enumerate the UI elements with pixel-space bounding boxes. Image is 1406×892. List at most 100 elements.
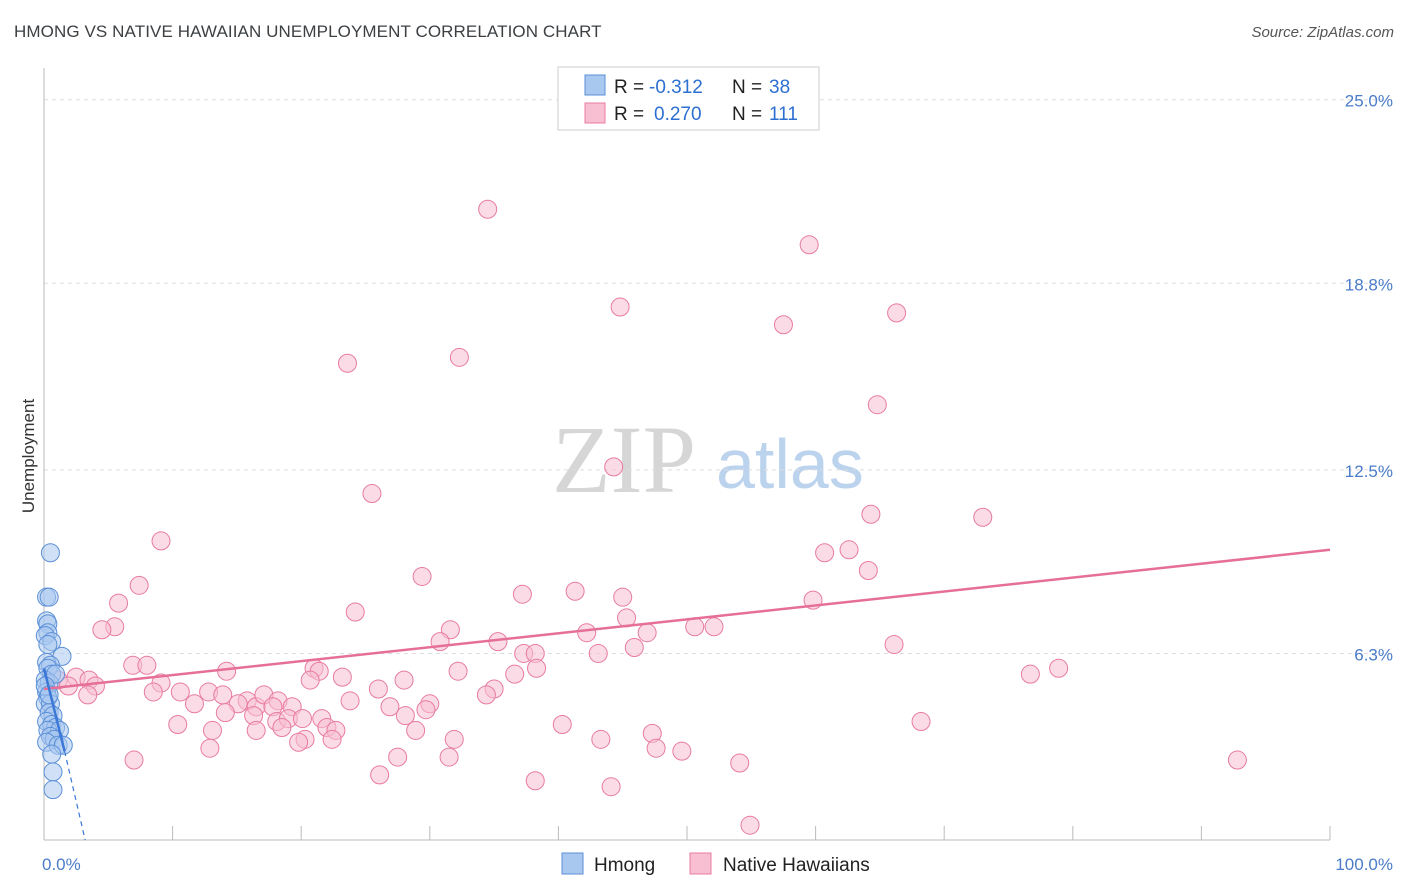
native-hawaiians-point (591, 729, 611, 749)
watermark-zip: ZIP (552, 406, 696, 513)
native-hawaiians-point (416, 700, 436, 720)
native-hawaiians-point (388, 747, 408, 767)
y-tick-label: 6.3% (1354, 645, 1393, 664)
hmong-point (38, 635, 58, 655)
native-n-value: 111 (769, 104, 798, 125)
native-hawaiians-point (184, 694, 204, 714)
native-hawaiians-point (552, 715, 572, 735)
y-tick-label: 18.8% (1345, 275, 1393, 294)
hmong-n-value: 38 (769, 77, 790, 98)
hmong-n-label: N = (732, 77, 762, 98)
hmong-legend-swatch (584, 74, 606, 96)
native-hawaiians-point (78, 685, 98, 705)
native-hawaiians-point (478, 199, 498, 219)
native-hawaiians-point (1049, 658, 1069, 678)
native-hawaiians-point (884, 635, 904, 655)
hmong-r-label: R = (614, 77, 644, 98)
native-hawaiians-point (217, 661, 237, 681)
native-series-swatch (689, 852, 712, 875)
native-hawaiians-point (858, 561, 878, 581)
stats-legend: R = -0.312 N = 38 R = 0.270 N = 111 (557, 66, 820, 131)
native-hawaiians-trend-line (43, 548, 1331, 691)
native-hawaiians-point (272, 717, 292, 737)
native-hawaiians-point (1227, 750, 1247, 770)
native-hawaiians-point (730, 753, 750, 773)
native-hawaiians-point (773, 315, 793, 335)
native-hawaiians-point (512, 584, 532, 604)
native-hawaiians-point (911, 712, 931, 732)
native-hawaiians-point (577, 623, 597, 643)
native-hawaiians-point (861, 504, 881, 524)
native-hawaiians-point (395, 706, 415, 726)
native-hawaiians-point (202, 720, 222, 740)
hmong-series-swatch (561, 852, 584, 875)
x-tick-label-min: 0.0% (42, 855, 81, 874)
native-hawaiians-point (124, 750, 144, 770)
native-hawaiians-point (332, 667, 352, 687)
hmong-point (42, 744, 62, 764)
native-hawaiians-point (439, 747, 459, 767)
native-hawaiians-point (137, 655, 157, 675)
native-hawaiians-point (565, 581, 585, 601)
x-tick-labels: 0.0% 100.0% (42, 855, 1393, 874)
native-hawaiians-point (380, 697, 400, 717)
native-hawaiians-point (151, 531, 171, 551)
y-axis-label: Unemployment (19, 399, 38, 514)
native-hawaiians-point (799, 235, 819, 255)
native-hawaiians-point (525, 771, 545, 791)
native-r-label: R = (614, 104, 644, 125)
series-legend: Hmong Native Hawaiians (561, 852, 870, 876)
native-hawaiians-point (129, 575, 149, 595)
native-hawaiians-point (362, 484, 382, 504)
native-hawaiians-point (92, 620, 112, 640)
native-hawaiians-point (370, 765, 390, 785)
grid-lines (44, 99, 1394, 654)
hmong-series-label: Hmong (594, 855, 655, 876)
native-hawaiians-point (867, 395, 887, 415)
native-hawaiians-point (740, 815, 760, 835)
native-hawaiians-points (48, 199, 1247, 835)
trend-lines (42, 548, 1331, 841)
native-hawaiians-point (444, 729, 464, 749)
native-hawaiians-point (337, 353, 357, 373)
native-hawaiians-point (200, 738, 220, 758)
native-r-value: 0.270 (654, 104, 702, 125)
y-tick-label: 25.0% (1345, 92, 1393, 111)
native-hawaiians-point (637, 623, 657, 643)
native-hawaiians-point (368, 679, 388, 699)
native-hawaiians-point (887, 303, 907, 323)
native-hawaiians-point (168, 715, 188, 735)
native-legend-swatch (584, 102, 606, 124)
native-hawaiians-point (322, 729, 342, 749)
hmong-point (40, 543, 60, 563)
hmong-trend-line (42, 667, 66, 752)
native-hawaiians-point (704, 617, 724, 637)
native-hawaiians-point (345, 602, 365, 622)
native-hawaiians-point (610, 297, 630, 317)
native-hawaiians-point (527, 658, 547, 678)
native-hawaiians-point (588, 643, 608, 663)
native-hawaiians-point (505, 664, 525, 684)
native-hawaiians-point (406, 720, 426, 740)
native-hawaiians-point (300, 670, 320, 690)
native-series-label: Native Hawaiians (723, 855, 870, 876)
native-hawaiians-point (340, 691, 360, 711)
native-hawaiians-point (170, 682, 190, 702)
hmong-r-value: -0.312 (649, 77, 703, 98)
hmong-point (39, 587, 59, 607)
native-hawaiians-point (601, 777, 621, 797)
source-credit: Source: ZipAtlas.com (1251, 24, 1394, 41)
native-hawaiians-point (215, 703, 235, 723)
native-hawaiians-point (412, 566, 432, 586)
native-hawaiians-point (448, 661, 468, 681)
hmong-point (43, 762, 63, 782)
x-tick-label-max: 100.0% (1335, 855, 1393, 874)
watermark-atlas: atlas (716, 425, 864, 503)
native-hawaiians-point (1020, 664, 1040, 684)
native-hawaiians-point (476, 685, 496, 705)
native-hawaiians-point (839, 540, 859, 560)
native-hawaiians-point (672, 741, 692, 761)
native-hawaiians-point (815, 543, 835, 563)
native-hawaiians-point (646, 738, 666, 758)
